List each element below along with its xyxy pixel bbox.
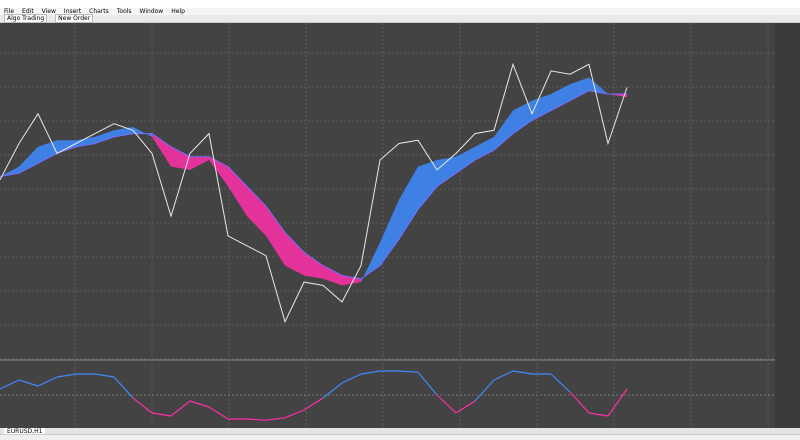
- osc-line: [588, 412, 609, 417]
- osc-line: [417, 371, 438, 396]
- ma-band: [437, 156, 456, 187]
- ma-band: [190, 156, 209, 170]
- ma-band: [247, 186, 266, 236]
- menu-item[interactable]: Tools: [116, 8, 132, 15]
- osc-line: [512, 370, 533, 375]
- osc-line: [360, 370, 381, 375]
- price-axis: [775, 23, 800, 428]
- osc-line: [455, 400, 476, 414]
- osc-line: [284, 409, 305, 419]
- ma-band: [570, 77, 589, 101]
- ma-band: [228, 166, 247, 217]
- ma-band: [494, 110, 513, 151]
- osc-line: [322, 382, 343, 399]
- osc-line: [151, 412, 172, 417]
- menu-item[interactable]: Charts: [89, 8, 109, 15]
- osc-line: [493, 370, 514, 381]
- osc-line: [550, 373, 571, 393]
- ma-band: [456, 146, 475, 174]
- menu-item[interactable]: Edit: [22, 8, 34, 15]
- ma-band: [608, 94, 627, 98]
- chart-tab[interactable]: EURUSD,H1: [4, 427, 46, 435]
- ma-band: [551, 84, 570, 111]
- osc-line: [265, 417, 286, 421]
- ma-band: [304, 252, 323, 279]
- ma-band: [399, 166, 418, 240]
- ma-band: [418, 160, 437, 210]
- ma-band: [38, 140, 57, 164]
- ma-band: [133, 127, 152, 137]
- osc-line: [303, 397, 324, 411]
- menu-item[interactable]: Insert: [63, 8, 82, 15]
- ma-band: [19, 146, 38, 174]
- ma-band: [323, 265, 342, 286]
- osc-line: [341, 373, 362, 384]
- toolbar-button[interactable]: New Order: [55, 14, 94, 23]
- title-bar: [0, 0, 800, 8]
- osc-line: [208, 406, 229, 420]
- ma-band: [513, 100, 532, 134]
- ma-band: [209, 156, 228, 187]
- osc-line: [94, 373, 115, 378]
- ma-band: [532, 94, 551, 121]
- osc-line: [474, 379, 495, 402]
- toolbar: Algo Trading New Order: [0, 14, 800, 23]
- ma-band: [380, 199, 399, 266]
- osc-line: [246, 418, 267, 421]
- ma-band: [57, 140, 76, 154]
- menu-bar: File Edit View Insert Charts Tools Window Help: [0, 8, 800, 15]
- ma-band: [266, 206, 285, 266]
- osc-line: [189, 400, 210, 408]
- ma-band: [475, 136, 494, 160]
- menu-item[interactable]: Window: [139, 8, 164, 15]
- status-bar: [0, 434, 800, 440]
- ma-slow: [0, 90, 627, 280]
- chart: [0, 23, 800, 428]
- close-line: [0, 62, 628, 324]
- chart-bg: [0, 23, 775, 428]
- menu-item[interactable]: File: [4, 8, 15, 15]
- osc-line: [569, 391, 590, 414]
- osc-line: [607, 388, 628, 417]
- osc-line: [37, 376, 58, 387]
- osc-line: [436, 394, 457, 414]
- menu-item[interactable]: Help: [171, 8, 185, 15]
- tab-bar: EURUSD,H1: [0, 427, 800, 435]
- osc-line: [113, 376, 134, 399]
- osc-line: [18, 379, 39, 387]
- ma-band: [171, 146, 190, 170]
- menu-item[interactable]: View: [41, 8, 56, 15]
- osc-line: [0, 379, 20, 390]
- ma-band: [95, 130, 114, 144]
- osc-line: [170, 400, 191, 417]
- ma-band: [285, 232, 304, 276]
- osc-line: [132, 397, 153, 414]
- ma-band: [152, 133, 171, 167]
- toolbar-button[interactable]: Algo Trading: [4, 14, 48, 23]
- osc-line: [398, 370, 419, 373]
- ma-band: [589, 77, 608, 94]
- osc-line: [56, 373, 77, 378]
